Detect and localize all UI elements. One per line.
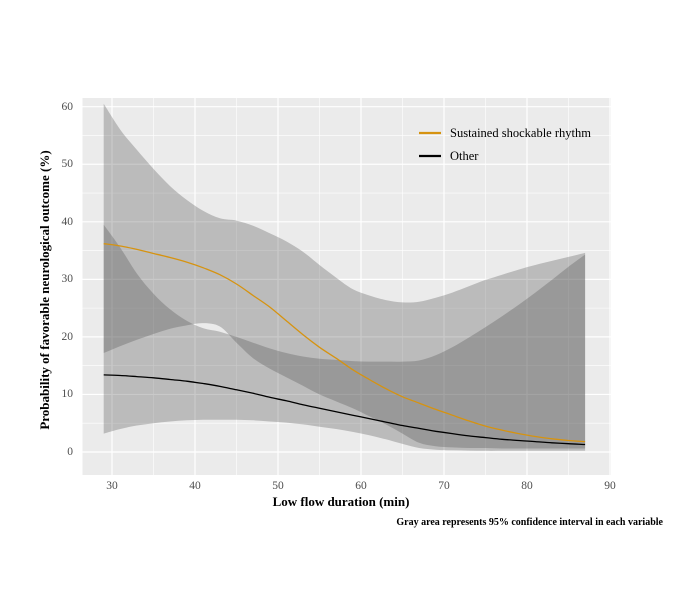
- x-tick-label: 60: [355, 480, 367, 492]
- ci-band: [103, 103, 586, 449]
- x-tick-label: 30: [106, 480, 118, 492]
- grid-major: [82, 98, 611, 475]
- x-axis-label: Low flow duration (min): [272, 494, 410, 509]
- x-tick-label: 40: [189, 480, 201, 492]
- legend-swatches: [419, 131, 441, 158]
- confidence-bands: [103, 103, 586, 451]
- x-tick-label: 90: [604, 480, 616, 492]
- figure-caption: Gray area represents 95% confidence inte…: [396, 517, 663, 528]
- y-tick-label: 0: [67, 446, 73, 458]
- y-tick-label: 10: [61, 388, 74, 401]
- series-line: [103, 374, 586, 446]
- legend-label-shockable: Sustained shockable rhythm: [450, 126, 591, 140]
- legend-label-other: Other: [450, 149, 479, 163]
- y-tick-label: 20: [61, 330, 74, 343]
- y-tick-label: 30: [61, 273, 74, 286]
- y-tick-label: 40: [61, 215, 74, 228]
- y-tick-label: 50: [61, 158, 74, 171]
- ci-band: [103, 224, 586, 451]
- series-line: [103, 243, 586, 443]
- x-tick-label: 50: [272, 480, 284, 492]
- plot-panel: [82, 98, 611, 475]
- y-tick-label: 60: [61, 100, 74, 113]
- series-lines: [103, 243, 586, 446]
- grid-minor: [82, 98, 611, 475]
- x-tick-label: 70: [438, 480, 450, 492]
- x-tick-label: 80: [521, 480, 533, 492]
